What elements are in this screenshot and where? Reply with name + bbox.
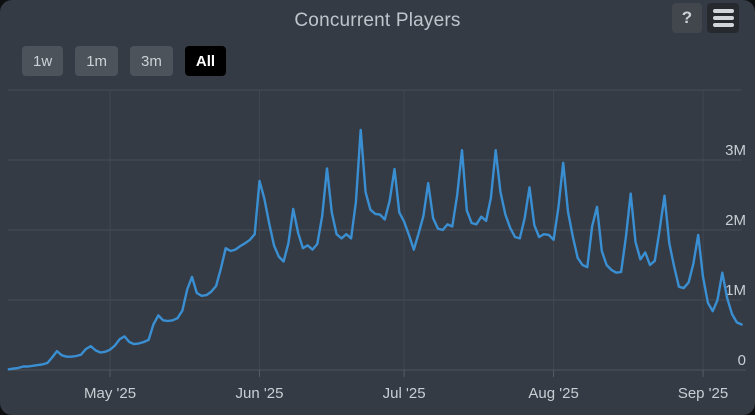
players-series-line — [7, 128, 743, 371]
y-axis-label: 3M — [725, 142, 746, 159]
range-selector: 1w 1m 3m All — [22, 46, 227, 76]
y-axis-label: 2M — [725, 212, 746, 229]
x-axis-label: Sep '25 — [678, 385, 728, 402]
x-axis-label: Jul '25 — [383, 385, 426, 402]
help-button[interactable]: ? — [672, 3, 702, 33]
x-axis-label: May '25 — [84, 385, 136, 402]
chart-title: Concurrent Players — [294, 10, 461, 31]
chart-canvas[interactable]: May '25 Jun '25 Jul '25 Aug '25 Sep '25 0 1M 2M… — [0, 85, 755, 415]
range-button-1w[interactable]: 1w — [22, 46, 64, 76]
x-axis-label: Aug '25 — [528, 385, 578, 402]
range-button-3m[interactable]: 3m — [130, 46, 173, 76]
range-button-all[interactable]: All — [184, 46, 227, 76]
x-axis-label: Jun '25 — [236, 385, 284, 402]
chart-context-menu-button[interactable] — [707, 3, 739, 33]
y-axis-label: 0 — [738, 352, 746, 369]
hamburger-icon — [707, 3, 739, 33]
range-button-1m[interactable]: 1m — [75, 46, 119, 76]
y-axis-label: 1M — [725, 282, 746, 299]
